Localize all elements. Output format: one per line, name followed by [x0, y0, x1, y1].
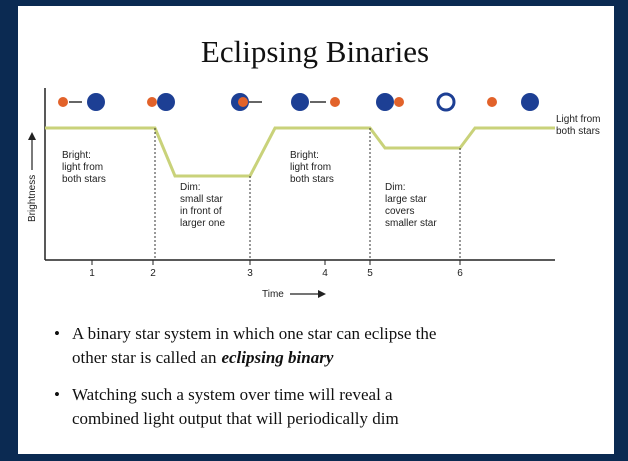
- diagram-label: smaller star: [385, 218, 437, 229]
- bullet-line: Watching such a system over time will re…: [72, 385, 393, 404]
- diagram-label: Light from: [556, 114, 600, 125]
- x-arrowhead: [318, 290, 326, 298]
- bullet-marker: •: [54, 324, 60, 343]
- tick-label: 4: [322, 268, 328, 279]
- diagram-label: Dim:: [385, 182, 406, 193]
- bullet-line: combined light output that will periodic…: [72, 409, 399, 428]
- x-axis-label: Time: [262, 289, 284, 300]
- diagram-label: small star: [180, 194, 223, 205]
- diagram-label: large star: [385, 194, 427, 205]
- title: Eclipsing Binaries: [201, 34, 429, 69]
- dividers: [154, 128, 461, 260]
- bullet-text: combined light output that will periodic…: [72, 409, 399, 428]
- bullet-text: A binary star system in which one star c…: [72, 324, 436, 343]
- tick-label: 5: [367, 268, 373, 279]
- diagram-label: light from: [62, 162, 103, 173]
- diagram-label: Bright:: [62, 150, 91, 161]
- y-axis-label: Brightness: [27, 175, 38, 222]
- tick-label: 2: [150, 268, 156, 279]
- y-arrowhead: [28, 132, 36, 140]
- bullet-line: other star is called an eclipsing binary: [72, 348, 334, 367]
- bullet-line: A binary star system in which one star c…: [72, 324, 436, 343]
- bullet-emphasis: eclipsing binary: [221, 348, 333, 367]
- tick-label: 6: [457, 268, 463, 279]
- star-pairs: [58, 92, 539, 112]
- light-curve: [45, 126, 555, 178]
- diagram-label: in front of: [180, 206, 222, 217]
- tick-label: 1: [89, 268, 95, 279]
- bullet-marker: •: [54, 385, 60, 404]
- diagram-label: Dim:: [180, 182, 201, 193]
- diagram-label: both stars: [290, 174, 334, 185]
- diagram-label: both stars: [62, 174, 106, 185]
- diagram-label: covers: [385, 206, 414, 217]
- tick-label: 3: [247, 268, 253, 279]
- bullet-text: Watching such a system over time will re…: [72, 385, 393, 404]
- diagram-label: light from: [290, 162, 331, 173]
- bullet-text: other star is called an: [72, 348, 217, 367]
- slide-background: [18, 6, 614, 454]
- diagram-label: larger one: [180, 218, 225, 229]
- diagram-label: both stars: [556, 126, 600, 137]
- diagram-label: Bright:: [290, 150, 319, 161]
